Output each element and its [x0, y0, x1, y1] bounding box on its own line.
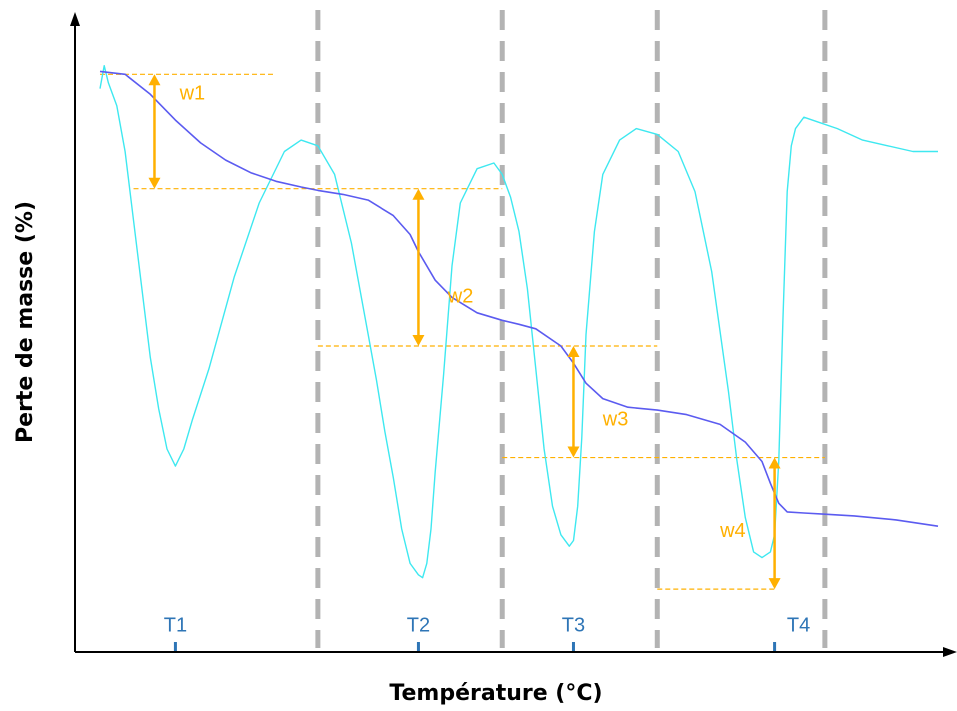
series-line-mass-loss	[99, 70, 939, 527]
x-ticks: T1 T2 T3 T4	[164, 614, 810, 652]
arrow-down-icon	[412, 335, 425, 346]
arrow-up-icon	[567, 346, 580, 357]
separator-lines	[315, 10, 828, 648]
plot-area: w1 w2 w3 w4 T1 T2 T3 T4	[99, 10, 939, 652]
series-line-derivative-signal	[99, 64, 938, 579]
x-axis-arrow-icon	[943, 647, 957, 657]
y-axis-arrow-icon	[70, 12, 80, 26]
tick-label-T1: T1	[164, 614, 187, 636]
reference-lines	[100, 73, 825, 590]
arrow-down-icon	[148, 177, 161, 189]
y-axis-title: Perte de masse (%)	[13, 201, 38, 443]
tick-label-T2: T2	[407, 614, 430, 636]
axes	[70, 12, 957, 657]
step-label-w3: w3	[602, 409, 629, 431]
step-w1: w1	[148, 74, 206, 189]
arrow-up-icon	[148, 74, 161, 86]
series-lines	[99, 64, 939, 579]
arrow-down-icon	[768, 578, 781, 590]
step-label-w4: w4	[719, 520, 746, 542]
tick-label-T4: T4	[787, 614, 810, 636]
step-w2: w2	[412, 188, 474, 346]
x-axis-title: Température (°C)	[389, 681, 602, 706]
tick-label-T3: T3	[562, 614, 585, 636]
step-label-w2: w2	[447, 286, 474, 308]
arrow-down-icon	[567, 446, 580, 458]
arrow-up-icon	[768, 457, 781, 469]
step-label-w1: w1	[179, 83, 206, 105]
mass-loss-steps: w1 w2 w3 w4	[148, 74, 781, 590]
step-w4: w4	[719, 457, 781, 590]
step-w3: w3	[567, 346, 628, 458]
arrow-up-icon	[412, 188, 425, 200]
